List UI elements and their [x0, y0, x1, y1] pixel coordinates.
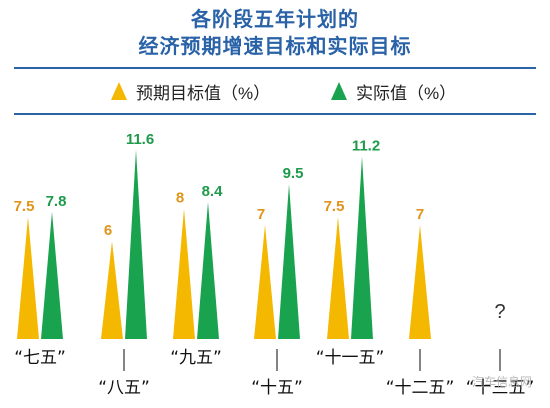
actual-triangle: [278, 184, 300, 339]
unknown-marker: ?: [494, 301, 505, 323]
expected-triangle: [409, 224, 431, 339]
title-divider: [14, 67, 536, 69]
chart-title: 各阶段五年计划的 经济预期增速目标和实际目标: [0, 6, 550, 60]
category-label: “八五”: [98, 378, 150, 398]
expected-triangle: [17, 216, 39, 339]
expected-triangle: [254, 224, 276, 339]
actual-triangle: [41, 211, 63, 339]
category-label: “十五”: [251, 378, 303, 398]
expected-value-label: 7: [416, 206, 424, 223]
legend-label-expected: 预期目标值（%）: [136, 83, 271, 103]
actual-triangle: [351, 156, 373, 339]
actual-value-label: 11.6: [126, 131, 154, 148]
legend-swatch-actual: [331, 82, 347, 100]
actual-value-label: 7.8: [46, 193, 67, 210]
category-label: “十一五”: [316, 348, 385, 368]
expected-value-label: 7: [257, 206, 265, 223]
category-label: “九五”: [170, 348, 222, 368]
category-label: “十三五”: [466, 378, 535, 398]
legend: 预期目标值（%） 实际值（%）: [0, 74, 550, 106]
title-line-1: 各阶段五年计划的: [191, 7, 359, 31]
legend-swatch-expected: [111, 82, 127, 100]
watermark: 汽车信息网: [471, 375, 532, 389]
expected-triangle: [327, 216, 349, 339]
actual-value-label: 9.5: [283, 165, 304, 182]
actual-triangle: [125, 149, 147, 339]
actual-value-label: 11.2: [352, 137, 380, 154]
chart-plot: 7.5 7.8 “七五” 6 11.6 “八五” 8 8.4 “九五” 7 9.5 “十五” 7.5 11…: [14, 131, 535, 398]
expected-triangle: [101, 241, 123, 339]
actual-value-label: 8.4: [202, 183, 224, 200]
expected-value-label: 7.5: [324, 198, 345, 215]
actual-triangle: [197, 202, 219, 339]
expected-value-label: 8: [176, 190, 184, 207]
category-label: “七五”: [14, 348, 66, 368]
expected-value-label: 7.5: [14, 198, 35, 215]
expected-value-label: 6: [104, 222, 112, 239]
expected-triangle: [173, 208, 195, 339]
legend-item-expected: 预期目标值（%）: [110, 78, 270, 104]
legend-divider: [14, 113, 536, 115]
legend-label-actual: 实际值（%）: [356, 83, 457, 103]
legend-item-actual: 实际值（%）: [330, 78, 456, 104]
category-label: “十二五”: [386, 378, 455, 398]
title-line-2: 经济预期增速目标和实际目标: [138, 34, 412, 58]
